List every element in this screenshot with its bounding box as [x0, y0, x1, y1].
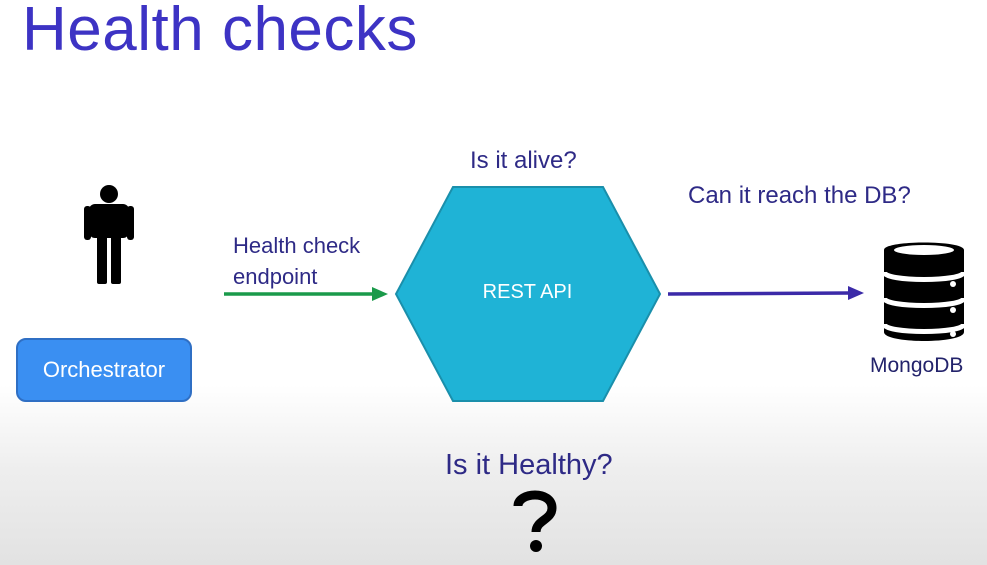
orchestrator-node: Orchestrator — [16, 338, 192, 402]
rest-api-label: REST API — [482, 281, 573, 303]
orchestrator-label: Orchestrator — [42, 357, 166, 382]
health-check-endpoint-label: Health check endpoint — [233, 230, 360, 292]
health-check-line-1: Health check — [233, 233, 361, 258]
is-alive-label: Is it alive? — [470, 147, 577, 174]
reach-db-label: Can it reach the DB? — [688, 182, 911, 209]
health-check-line-2: endpoint — [233, 264, 318, 289]
is-healthy-label: Is it Healthy? — [445, 449, 613, 481]
mongodb-label: MongoDB — [870, 354, 964, 377]
db-check-arrow — [667, 286, 864, 300]
question-mark-icon — [513, 490, 557, 552]
database-icon — [882, 242, 966, 341]
rest-api-hexagon — [394, 186, 662, 402]
page-title: Health checks — [22, 0, 418, 64]
person-icon — [84, 185, 134, 284]
health-check-arrow — [224, 287, 388, 301]
